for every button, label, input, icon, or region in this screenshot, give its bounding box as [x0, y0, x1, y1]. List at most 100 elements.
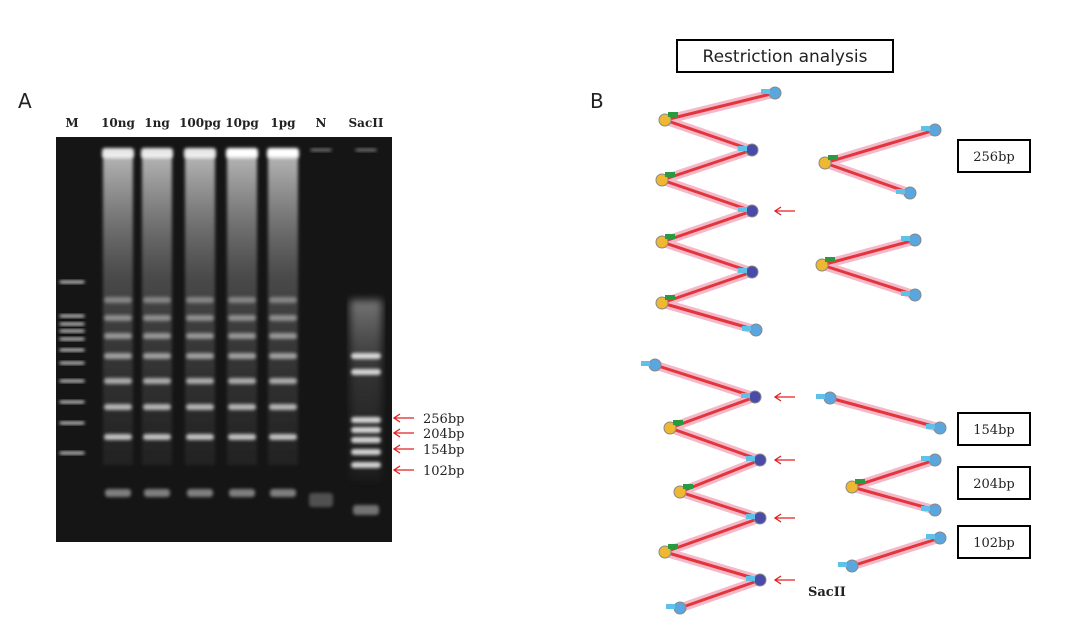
node-tag — [855, 479, 865, 484]
lane-label: 1pg — [270, 116, 296, 130]
gel-band — [59, 361, 85, 365]
node — [745, 265, 759, 279]
gel-band — [186, 353, 214, 359]
arrow-head — [773, 575, 782, 585]
gel-band — [59, 421, 85, 425]
gel-band — [186, 378, 214, 384]
gel-smear — [268, 155, 298, 465]
gel-band — [269, 315, 297, 321]
gel-band — [104, 297, 132, 303]
lane-label: 10ng — [101, 116, 135, 130]
gel-band — [186, 404, 214, 410]
gel-band — [186, 297, 214, 303]
gel-band — [351, 417, 381, 423]
gel-band — [269, 378, 297, 384]
chain — [851, 536, 941, 568]
node — [928, 503, 942, 517]
node-tag — [668, 112, 678, 117]
lane-label: N — [316, 116, 327, 130]
gel-band — [351, 462, 381, 468]
lane-label: 10pg — [225, 116, 259, 130]
gel-band — [59, 400, 85, 404]
gel-band — [228, 434, 256, 440]
node-tag — [665, 172, 675, 177]
node-tag — [738, 268, 747, 273]
gel-band — [104, 378, 132, 384]
gel-band — [59, 280, 85, 284]
node-tag — [738, 146, 747, 151]
node-tag — [926, 534, 935, 539]
enzyme-label: SacII — [808, 585, 846, 600]
gel-band — [228, 333, 256, 339]
fragment-label: 256bp — [973, 150, 1014, 165]
gel-band — [144, 489, 170, 497]
gel-band — [59, 337, 85, 341]
gel-band — [186, 315, 214, 321]
gel-band — [59, 322, 85, 326]
node-tag — [738, 207, 747, 212]
node-tag — [901, 236, 910, 241]
node — [768, 86, 782, 100]
node — [749, 323, 763, 337]
node-tag — [901, 291, 910, 296]
diagram-title: Restriction analysis — [703, 47, 868, 67]
node-tag — [828, 155, 838, 160]
chain — [829, 396, 941, 430]
lane-label: M — [65, 116, 78, 130]
gel-band — [143, 404, 171, 410]
node-tag — [665, 234, 675, 239]
fragment-label: 204bp — [973, 477, 1014, 492]
lane-label: 100pg — [179, 116, 221, 130]
node — [748, 390, 762, 404]
gel-band — [269, 333, 297, 339]
gel-band — [104, 315, 132, 321]
lane-label: SacII — [349, 116, 384, 130]
gel-band — [105, 489, 131, 497]
node — [648, 358, 662, 372]
gel-band — [267, 148, 299, 158]
fragment-label: 102bp — [973, 536, 1014, 551]
fragment-box — [957, 466, 1031, 500]
arrow-head — [392, 465, 401, 475]
arrow-head — [773, 455, 782, 465]
gel-band — [228, 404, 256, 410]
arrow-head — [773, 206, 782, 216]
gel-band — [59, 348, 85, 352]
gel-band — [269, 434, 297, 440]
node — [753, 453, 767, 467]
gel-band — [104, 353, 132, 359]
node-tag — [741, 393, 750, 398]
node-tag — [921, 506, 930, 511]
node-tag — [921, 126, 930, 131]
chain-shadow — [847, 455, 937, 515]
fragment-box — [957, 525, 1031, 559]
gel-band — [143, 333, 171, 339]
node — [903, 186, 917, 200]
gel-band — [186, 333, 214, 339]
node-tag — [673, 420, 683, 425]
gel-band — [351, 437, 381, 443]
fragment-box — [957, 412, 1031, 446]
gel-band — [228, 353, 256, 359]
node-tag — [746, 576, 755, 581]
node — [673, 601, 687, 615]
node-tag — [926, 424, 935, 429]
node-tag — [825, 257, 835, 262]
panel-label: B — [590, 89, 604, 113]
gel-band — [187, 489, 213, 497]
gel-band — [104, 434, 132, 440]
gel-band — [228, 297, 256, 303]
gel-band — [351, 369, 381, 375]
node — [845, 559, 859, 573]
gel-band — [143, 434, 171, 440]
lane-label: 1ng — [144, 116, 170, 130]
panel-label: A — [18, 89, 32, 113]
gel-band — [269, 353, 297, 359]
node — [933, 531, 947, 545]
node-tag — [668, 544, 678, 549]
gel-band — [351, 353, 381, 359]
node — [753, 573, 767, 587]
gel-band — [141, 148, 173, 158]
title-box — [676, 39, 894, 73]
